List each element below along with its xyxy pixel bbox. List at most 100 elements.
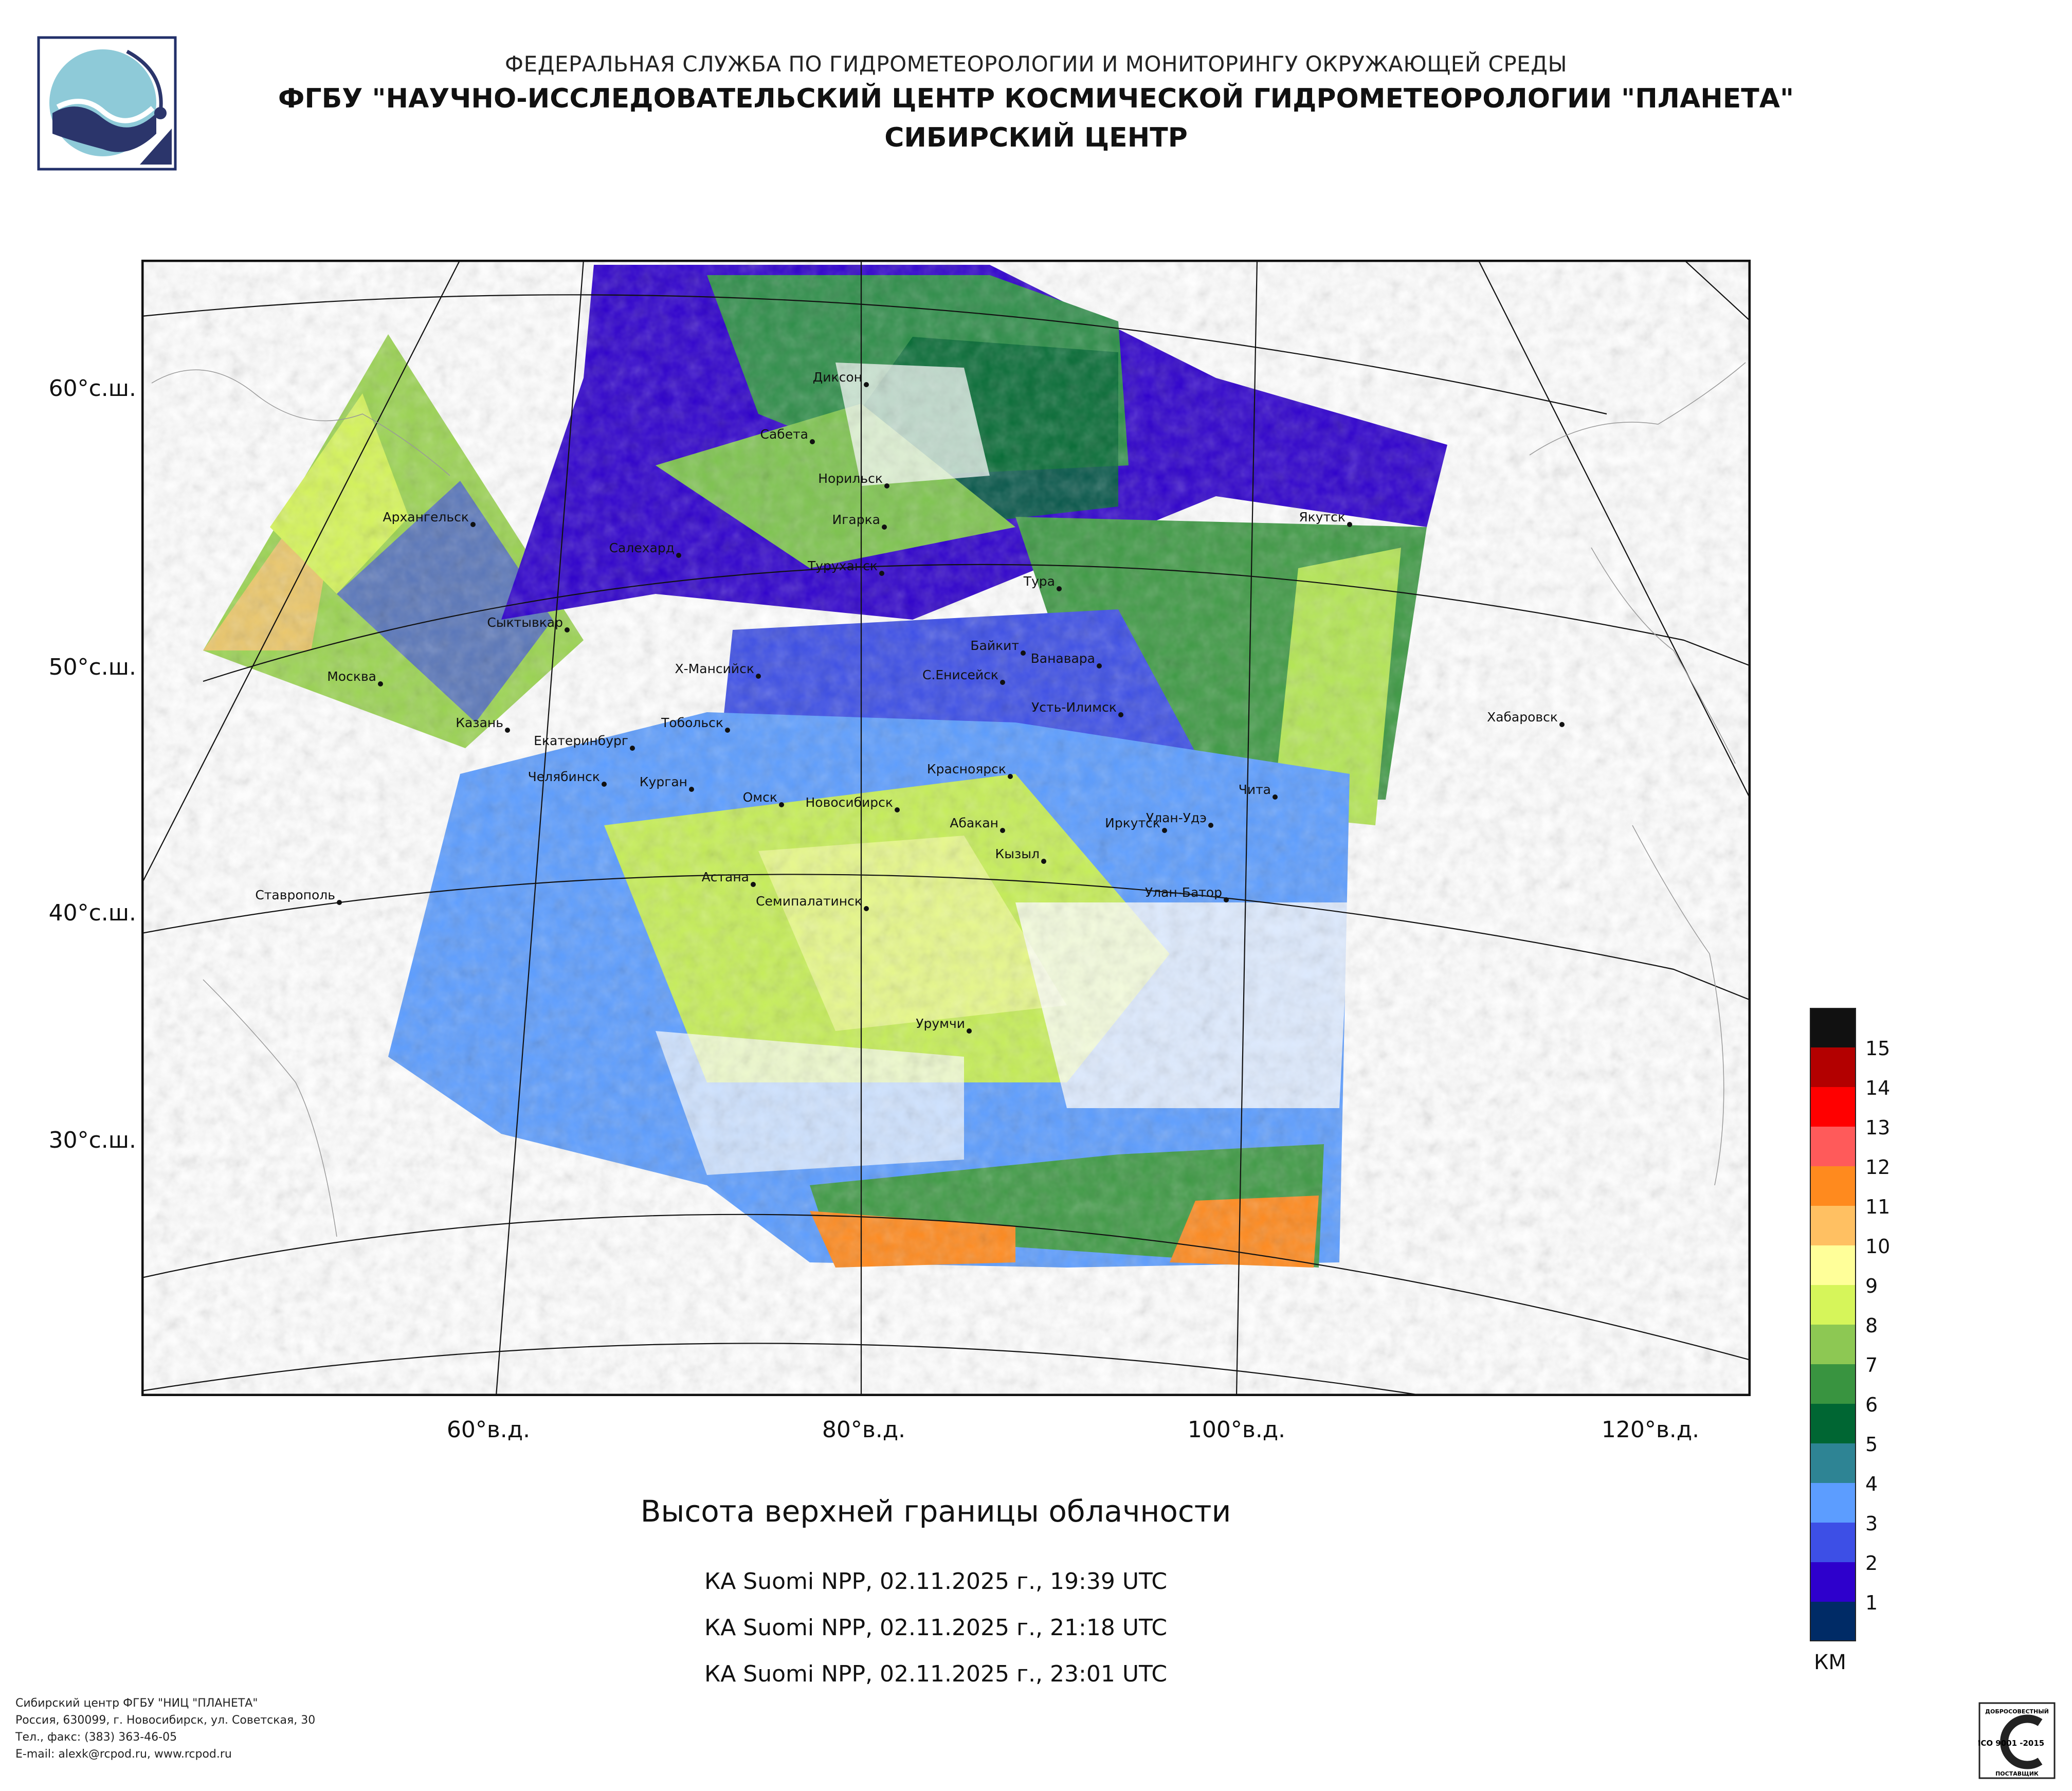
- city-dot: [882, 524, 887, 530]
- legend-swatch: [1810, 1166, 1856, 1206]
- legend-swatch: [1810, 1087, 1856, 1127]
- city-dot: [1208, 823, 1213, 828]
- city-dot: [676, 553, 681, 558]
- city-label: Новосибирск: [806, 795, 894, 810]
- city-dot: [779, 802, 784, 807]
- legend-swatch: [1810, 1562, 1856, 1602]
- city-label: Астана: [702, 870, 749, 884]
- city-label: Улан-Батор: [1145, 885, 1222, 900]
- city-dot: [1273, 794, 1278, 800]
- height-legend: [1810, 1008, 1856, 1641]
- legend-swatch: [1810, 1285, 1856, 1325]
- legend-swatch: [1810, 1008, 1856, 1048]
- city-dot: [1000, 828, 1005, 833]
- city-dot: [378, 681, 383, 686]
- city-dot: [505, 728, 510, 733]
- legend-swatch: [1810, 1047, 1856, 1088]
- city-dot: [1041, 859, 1046, 864]
- legend-swatch: [1810, 1443, 1856, 1484]
- pass-3: КА Suomi NPP, 02.11.2025 г., 23:01 UTC: [704, 1661, 1168, 1687]
- city-dot: [864, 382, 869, 387]
- city-label: Х-Мансийск: [675, 661, 754, 676]
- graticule: [141, 260, 1751, 1396]
- city-dot: [630, 746, 635, 751]
- city-dot: [967, 1028, 972, 1034]
- legend-label: 12: [1865, 1156, 1891, 1179]
- header-institute: ФГБУ "НАУЧНО-ИССЛЕДОВАТЕЛЬСКИЙ ЦЕНТР КОС…: [278, 83, 1794, 114]
- cloud-top-map: Диксон Сабета Норильск Игарка Туруханск Тура Я…: [141, 260, 1751, 1396]
- city-dot: [756, 674, 761, 679]
- map-title: Высота верхней границы облачности: [640, 1494, 1231, 1529]
- iso-top-text: ДОБРОСОВЕСТНЫЙ: [1985, 1708, 2049, 1715]
- legend-label: 6: [1865, 1394, 1878, 1416]
- iso-badge: ДОБРОСОВЕСТНЫЙ ИСО 9001 -2015 ПОСТАВЩИК: [1978, 1702, 2056, 1779]
- city-label: Чита: [1239, 782, 1271, 797]
- city-label: Салехард: [609, 540, 675, 555]
- city-dot: [1162, 828, 1167, 833]
- city-label: Абакан: [950, 816, 998, 830]
- city-dot: [1559, 722, 1565, 727]
- city-label: Улан-Удэ: [1146, 810, 1207, 825]
- footer-line-1: Сибирский центр ФГБУ "НИЦ "ПЛАНЕТА": [15, 1697, 258, 1710]
- city-label: Усть-Илимск: [1031, 700, 1117, 715]
- legend-unit: КМ: [1814, 1651, 1846, 1674]
- city-label: Кызыл: [995, 846, 1040, 861]
- lat-label-30: 30°с.ш.: [48, 1127, 136, 1153]
- city-dot: [751, 882, 756, 887]
- lat-label-40: 40°с.ш.: [48, 900, 136, 926]
- coastlines: [151, 362, 1746, 1237]
- city-label: Туруханск: [807, 558, 878, 573]
- city-label: Красноярск: [927, 762, 1006, 776]
- city-label: Екатеринбург: [534, 733, 628, 748]
- city-label: Казань: [456, 715, 503, 730]
- city-dot: [1118, 712, 1123, 717]
- city-dot: [1021, 650, 1026, 656]
- city-dot: [1057, 586, 1062, 591]
- city-label: Ванавара: [1031, 651, 1095, 666]
- legend-label: 4: [1865, 1473, 1878, 1495]
- city-label: Тобольск: [661, 715, 723, 730]
- legend-label: 15: [1865, 1037, 1891, 1060]
- lat-label-50: 50°с.ш.: [48, 654, 136, 680]
- legend-swatch: [1810, 1206, 1856, 1246]
- lon-label-100: 100°в.д.: [1187, 1417, 1286, 1443]
- city-dot: [810, 439, 815, 444]
- city-label: Архангельск: [383, 510, 469, 524]
- iso-bottom-text: ПОСТАВЩИК: [1995, 1770, 2039, 1777]
- legend-label: 13: [1865, 1116, 1891, 1139]
- header-agency: ФЕДЕРАЛЬНАЯ СЛУЖБА ПО ГИДРОМЕТЕОРОЛОГИИ …: [504, 51, 1568, 77]
- city-label: С.Енисейск: [922, 667, 998, 682]
- city-dot: [884, 483, 889, 489]
- legend-swatch: [1810, 1602, 1856, 1641]
- city-label: Курган: [640, 774, 687, 789]
- city-dot: [1347, 522, 1352, 527]
- legend-label: 2: [1865, 1552, 1878, 1575]
- city-dot: [337, 900, 342, 905]
- legend-label: 11: [1865, 1196, 1891, 1218]
- city-label: Сабета: [760, 427, 808, 442]
- city-label: Ставрополь: [255, 888, 335, 902]
- legend-swatch: [1810, 1245, 1856, 1286]
- city-label: Якутск: [1299, 510, 1346, 524]
- legend-swatch: [1810, 1127, 1856, 1167]
- city-dot: [1008, 774, 1013, 779]
- legend-label: 1: [1865, 1591, 1878, 1614]
- city-dot: [1000, 680, 1005, 685]
- legend-swatch: [1810, 1364, 1856, 1404]
- legend-swatch: [1810, 1325, 1856, 1365]
- city-label: Иркутск: [1105, 816, 1160, 830]
- city-label: Урумчи: [916, 1016, 965, 1031]
- city-dot: [1097, 663, 1102, 668]
- city-label: Челябинск: [528, 769, 600, 784]
- footer-line-2: Россия, 630099, г. Новосибирск, ул. Сове…: [15, 1714, 316, 1727]
- city-dot: [470, 522, 476, 527]
- planeta-logo: [37, 36, 177, 171]
- city-dot: [602, 782, 607, 787]
- city-dot: [689, 787, 694, 792]
- lon-label-60: 60°в.д.: [446, 1417, 531, 1443]
- city-label: Норильск: [818, 471, 883, 486]
- header-center: СИБИРСКИЙ ЦЕНТР: [884, 122, 1188, 153]
- lat-label-60: 60°с.ш.: [48, 375, 136, 402]
- city-label: Москва: [327, 669, 376, 684]
